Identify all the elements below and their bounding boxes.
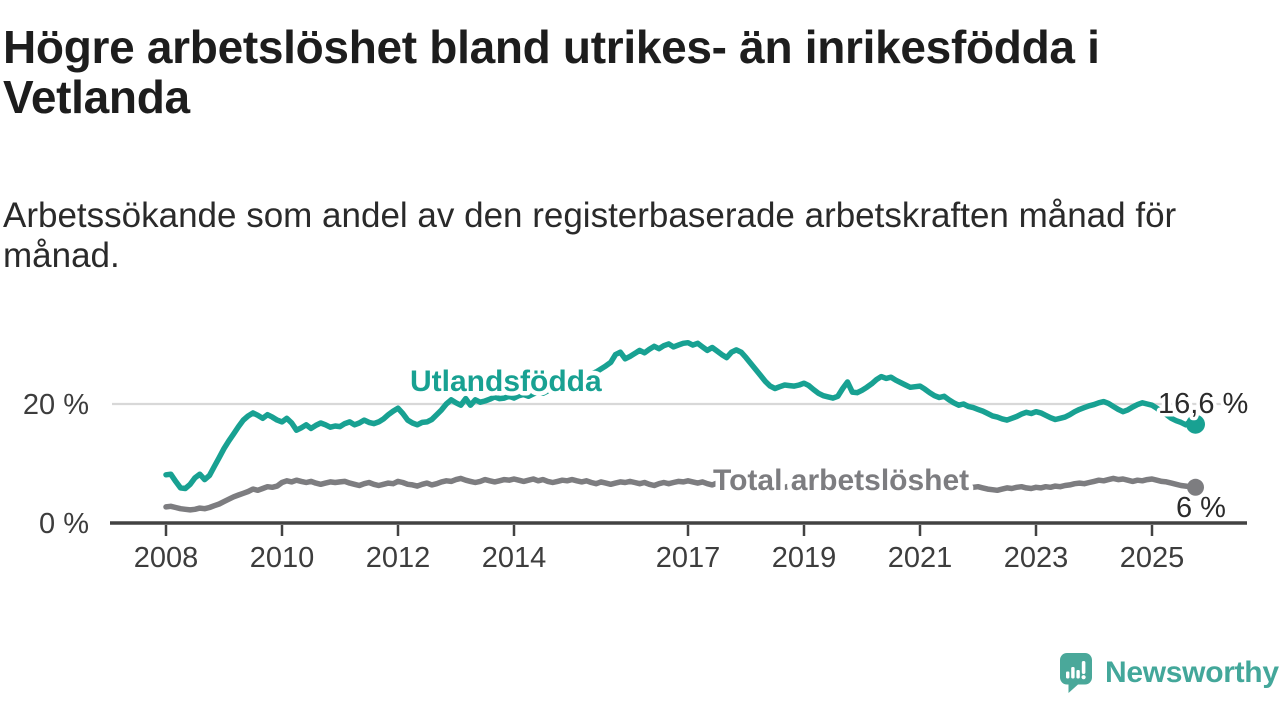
value-label-utlandsfodda: 16,6 % [1158, 388, 1248, 420]
x-tick-label-2025: 2025 [1120, 542, 1185, 574]
x-tick-label-2012: 2012 [366, 542, 431, 574]
series-line-total-arbetsloshet [163, 475, 1199, 513]
x-tick-label-2021: 2021 [888, 542, 953, 574]
y-tick-label-0: 0 % [39, 508, 89, 540]
value-label-total-arbetsloshet: 6 % [1176, 492, 1226, 524]
series-endpoint-dot-utlandsfodda [1186, 414, 1205, 434]
x-tick-label-2010: 2010 [250, 542, 315, 574]
x-tick-label-2017: 2017 [656, 542, 721, 574]
newsworthy-bubble-chart-icon [1060, 653, 1092, 693]
x-tick-label-2023: 2023 [1004, 542, 1069, 574]
exclamation-icon [1081, 661, 1086, 680]
series-line-utlandsfodda [163, 339, 1199, 492]
speech-bubble-shape [1060, 653, 1092, 693]
y-tick-label-20: 20 % [23, 389, 89, 421]
page-title: Högre arbetslöshet bland utrikes- än inr… [3, 21, 1100, 123]
x-tick-label-2014: 2014 [482, 542, 547, 574]
x-axis-ticks [164, 525, 1154, 536]
series-endpoint-dot-total-arbetsloshet [1187, 478, 1204, 496]
series-label-total-arbetsloshet: Total arbetslöshet [713, 464, 969, 497]
x-tick-label-2019: 2019 [772, 542, 837, 574]
series-label-utlandsfodda: Utlandsfödda [410, 365, 602, 398]
page-subtitle: Arbetssökande som andel av den registerb… [3, 196, 1177, 275]
bar-chart-icon [1066, 667, 1080, 679]
newsworthy-logo: Newsworthy [1059, 652, 1279, 694]
newsworthy-wordmark: Newsworthy [1105, 656, 1279, 689]
x-tick-label-2008: 2008 [134, 542, 199, 574]
